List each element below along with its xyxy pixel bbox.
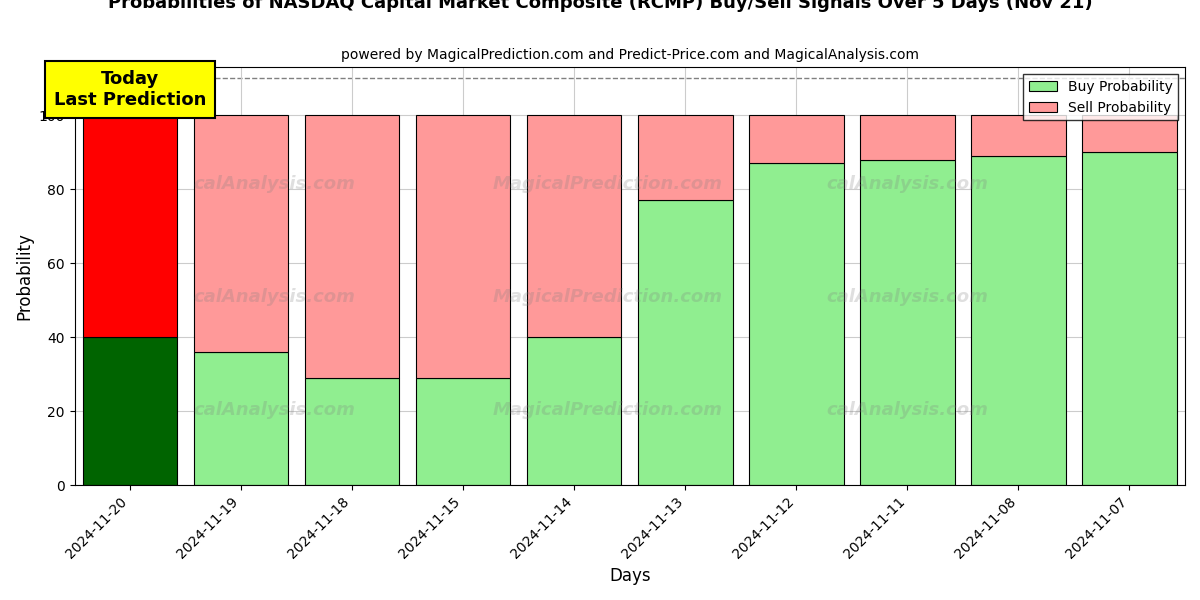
Text: calAnalysis.com: calAnalysis.com [193, 175, 355, 193]
Legend: Buy Probability, Sell Probability: Buy Probability, Sell Probability [1024, 74, 1178, 121]
Bar [527, 337, 622, 485]
Bar [527, 115, 622, 337]
Text: MagicalPrediction.com: MagicalPrediction.com [493, 401, 722, 419]
X-axis label: Days: Days [610, 567, 650, 585]
Text: calAnalysis.com: calAnalysis.com [193, 401, 355, 419]
Bar [860, 160, 955, 485]
Bar [1082, 152, 1177, 485]
Bar [194, 115, 288, 352]
Bar [638, 200, 732, 485]
Bar [83, 337, 178, 485]
Bar [194, 352, 288, 485]
Text: Probabilities of NASDAQ Capital Market Composite (RCMP) Buy/Sell Signals Over 5 : Probabilities of NASDAQ Capital Market C… [108, 0, 1092, 12]
Bar [416, 115, 510, 378]
Bar [971, 156, 1066, 485]
Bar [749, 115, 844, 163]
Text: calAnalysis.com: calAnalysis.com [827, 401, 989, 419]
Text: MagicalPrediction.com: MagicalPrediction.com [493, 288, 722, 306]
Y-axis label: Probability: Probability [16, 232, 34, 320]
Text: calAnalysis.com: calAnalysis.com [827, 288, 989, 306]
Text: Today
Last Prediction: Today Last Prediction [54, 70, 206, 109]
Bar [83, 115, 178, 337]
Bar [305, 378, 400, 485]
Bar [860, 115, 955, 160]
Text: MagicalPrediction.com: MagicalPrediction.com [493, 175, 722, 193]
Bar [416, 378, 510, 485]
Bar [971, 115, 1066, 156]
Bar [749, 163, 844, 485]
Text: calAnalysis.com: calAnalysis.com [827, 175, 989, 193]
Title: powered by MagicalPrediction.com and Predict-Price.com and MagicalAnalysis.com: powered by MagicalPrediction.com and Pre… [341, 48, 919, 62]
Text: calAnalysis.com: calAnalysis.com [193, 288, 355, 306]
Bar [1082, 115, 1177, 152]
Bar [638, 115, 732, 200]
Bar [305, 115, 400, 378]
